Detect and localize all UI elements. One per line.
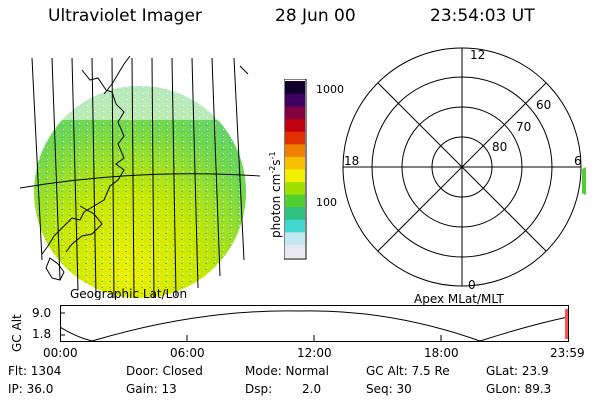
altitude-ytick-low: 1.8	[32, 327, 52, 341]
mlt-6-label: 6	[574, 154, 582, 168]
info-dsp-label: Dsp:	[245, 382, 273, 396]
colorbar	[284, 79, 307, 260]
altitude-xtick-1: 06:00	[170, 346, 205, 360]
colorbar-band	[285, 206, 305, 220]
colorbar-unit-label: photon cm-2s-1	[268, 151, 283, 238]
colorbar-band	[285, 106, 305, 120]
altitude-xtick-3: 18:00	[424, 346, 459, 360]
image-disc	[34, 86, 246, 298]
colorbar-band	[285, 219, 305, 233]
info-gain: Gain: 13	[126, 382, 177, 396]
colorbar-band	[285, 156, 305, 170]
mlat-70-label: 70	[516, 120, 531, 134]
mlat-60-label: 60	[536, 98, 551, 112]
info-dsp-value: 2.0	[302, 382, 322, 396]
info-mode: Mode: Normal	[245, 364, 329, 378]
colorbar-band	[285, 244, 305, 258]
info-flt: Flt: 1304	[8, 364, 62, 378]
info-door: Door: Closed	[126, 364, 203, 378]
colorbar-tick-high: 1000	[316, 83, 344, 96]
geographic-panel-label: Geographic Lat/Lon	[70, 287, 187, 300]
polar-panel-label: Apex MLat/MLT	[414, 292, 504, 305]
altitude-xtick-0: 00:00	[43, 346, 78, 360]
colorbar-band	[285, 143, 305, 157]
altitude-plot	[60, 305, 569, 342]
mlt-18-label: 18	[344, 154, 359, 168]
altitude-curve	[60, 310, 569, 342]
mlt-0-label: 0	[468, 278, 476, 292]
info-glat: GLat: 23.9	[486, 364, 549, 378]
colorbar-band	[285, 169, 305, 183]
info-seq: Seq: 30	[366, 382, 412, 396]
altitude-xtick-4: 23:59	[550, 346, 585, 360]
altitude-ylabel: GC Alt	[10, 314, 24, 352]
time-label: 23:54:03 UT	[430, 6, 535, 26]
colorbar-band	[285, 81, 305, 95]
edge-emission	[582, 167, 586, 195]
colorbar-band	[285, 93, 305, 107]
coastline	[41, 55, 249, 281]
colorbar-band	[285, 118, 305, 132]
altitude-xtick-2: 12:00	[297, 346, 332, 360]
mlt-12-label: 12	[470, 48, 485, 62]
colorbar-band	[285, 131, 305, 145]
instrument-title: Ultraviolet Imager	[48, 6, 202, 26]
info-ip: IP: 36.0	[8, 382, 54, 396]
polar-grid: 12 18 6 0 60 70 80 Apex MLat/MLT	[342, 47, 586, 305]
altitude-ytick-high: 9.0	[32, 306, 52, 320]
current-time-marker	[565, 309, 568, 339]
colorbar-band	[285, 231, 305, 245]
mlat-80-label: 80	[492, 140, 507, 154]
geographic-grid	[20, 57, 260, 299]
colorbar-band	[285, 181, 305, 195]
date-label: 28 Jun 00	[275, 6, 356, 26]
info-glon: GLon: 89.3	[486, 382, 552, 396]
info-gc-alt: GC Alt: 7.5 Re	[366, 364, 450, 378]
colorbar-tick-low: 100	[316, 196, 337, 209]
colorbar-band	[285, 194, 305, 208]
auroral-image: Geographic Lat/Lon	[20, 55, 260, 300]
